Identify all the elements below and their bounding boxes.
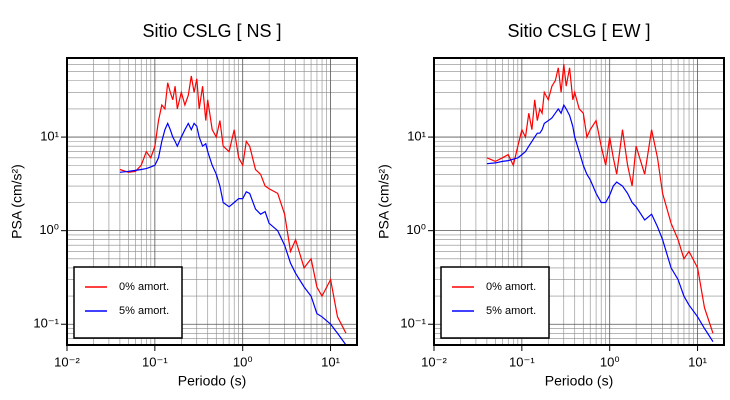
legend-box [440,266,550,339]
plot-frame [66,57,358,346]
legend-label: 5% amort. [119,305,169,317]
legend-box [73,266,183,339]
series-line [119,75,347,334]
series-line [486,103,714,343]
series-line [119,121,347,346]
plot-frame [433,57,725,346]
x-tick-label: 10⁻¹ [142,354,168,369]
x-tick-label: 10⁰ [600,354,620,369]
y-tick-label: 10⁻¹ [33,316,59,331]
x-tick-label: 10⁰ [233,354,253,369]
series-line [486,64,714,334]
x-tick-label: 10⁻² [54,354,80,369]
y-tick-label: 10⁰ [406,222,426,237]
y-axis-label: PSA (cm/s²) [376,164,392,239]
chart-title: Sitio CSLG [ NS ] [142,21,281,41]
x-axis-label: Periodo (s) [178,373,246,389]
chart-title: Sitio CSLG [ EW ] [507,21,650,41]
y-tick-label: 10⁻¹ [400,316,426,331]
legend-label: 0% amort. [486,281,536,293]
y-tick-label: 10⁰ [39,222,59,237]
x-tick-label: 10⁻¹ [509,354,535,369]
y-tick-label: 10¹ [40,129,59,144]
x-tick-label: 10¹ [321,354,340,369]
y-axis-label: PSA (cm/s²) [9,164,25,239]
x-tick-label: 10¹ [688,354,707,369]
legend-label: 5% amort. [486,305,536,317]
y-tick-label: 10¹ [407,129,426,144]
legend-label: 0% amort. [119,281,169,293]
x-tick-label: 10⁻² [421,354,447,369]
x-axis-label: Periodo (s) [545,373,613,389]
